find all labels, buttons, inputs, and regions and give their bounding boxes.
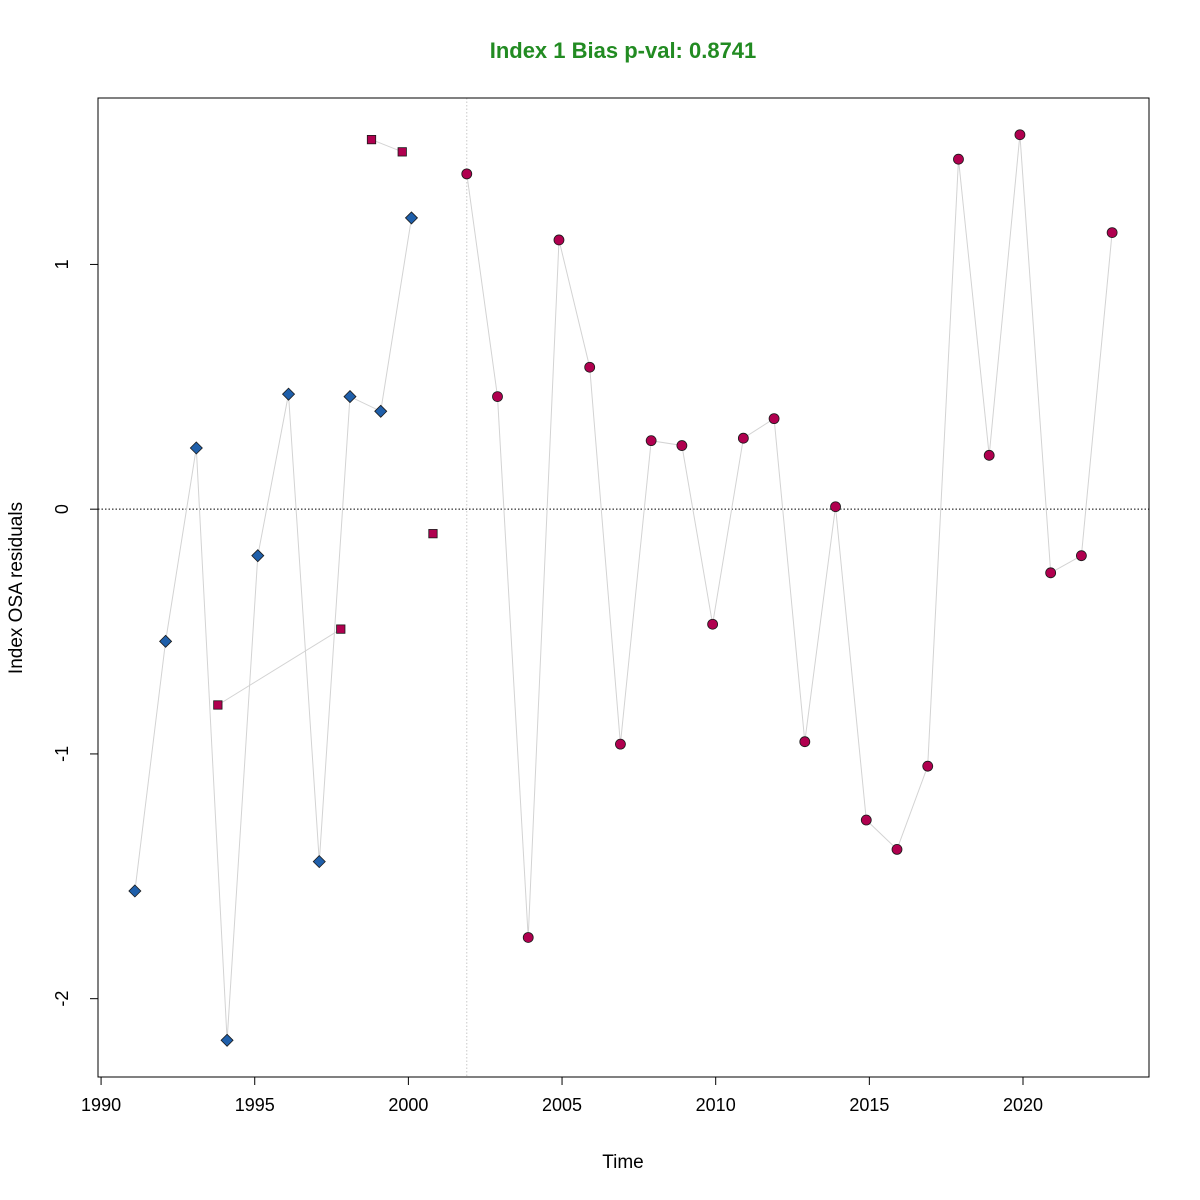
- circle-point: [953, 153, 964, 165]
- square-point: [428, 529, 438, 539]
- circle-point: [1045, 567, 1057, 579]
- y-tick-label: 0: [52, 504, 72, 514]
- circle-point: [737, 432, 749, 444]
- reference-lines: [98, 98, 1149, 1077]
- circle-point: [891, 843, 903, 855]
- circle-point: [799, 736, 811, 748]
- y-tick-label: -1: [52, 746, 72, 762]
- diamond-point: [281, 387, 296, 401]
- circle-point: [1075, 550, 1087, 562]
- circle-point: [922, 760, 934, 772]
- data-points: [128, 129, 1118, 1047]
- series-line-diamond: [134, 217, 412, 1041]
- y-axis-label: Index OSA residuals: [6, 502, 27, 674]
- circle-point: [645, 435, 657, 447]
- diamond-point: [189, 441, 203, 455]
- square-point: [397, 147, 407, 157]
- diamond-point: [128, 884, 142, 898]
- y-tick-label: 1: [52, 259, 72, 269]
- x-tick-label: 2010: [696, 1095, 736, 1115]
- series-line-square: [371, 139, 403, 153]
- diamond-point: [374, 404, 388, 418]
- circle-point: [1106, 227, 1118, 239]
- y-tick-label: -2: [52, 991, 72, 1007]
- circle-point: [522, 932, 534, 943]
- circle-point: [860, 814, 872, 826]
- square-point: [336, 624, 346, 634]
- circle-point: [615, 738, 626, 750]
- circle-point: [1014, 129, 1026, 141]
- diamond-point: [251, 549, 265, 563]
- x-axis: 1990 1995 2000 2005 2010 2015 2020: [81, 1076, 1043, 1115]
- circle-point: [768, 413, 780, 425]
- circle-point: [983, 449, 995, 461]
- circle-point: [553, 234, 565, 246]
- square-point: [366, 135, 377, 145]
- circle-point: [830, 501, 841, 513]
- chart-title: Index 1 Bias p-val: 0.8741: [490, 38, 757, 63]
- series-line-circle: [466, 134, 1113, 938]
- x-tick-label: 1990: [81, 1095, 121, 1115]
- y-axis: -2 -1 0 1: [52, 259, 99, 1007]
- diamond-point: [312, 855, 326, 869]
- circle-point: [707, 618, 719, 630]
- x-tick-label: 2000: [388, 1095, 428, 1115]
- diamond-point: [343, 390, 357, 404]
- series-line-square: [217, 628, 342, 706]
- x-tick-label: 2005: [542, 1095, 582, 1115]
- circle-point: [676, 440, 688, 451]
- x-tick-label: 2020: [1003, 1095, 1043, 1115]
- x-tick-label: 1995: [235, 1095, 275, 1115]
- x-tick-label: 2015: [849, 1095, 889, 1115]
- circle-point: [492, 391, 503, 402]
- circle-point: [461, 168, 473, 180]
- diamond-point: [404, 211, 419, 225]
- square-point: [213, 700, 223, 710]
- circle-point: [584, 361, 596, 373]
- x-axis-label: Time: [602, 1152, 644, 1173]
- diamond-point: [159, 634, 173, 648]
- series-connecting-lines: [134, 134, 1113, 1041]
- diamond-point: [220, 1033, 234, 1047]
